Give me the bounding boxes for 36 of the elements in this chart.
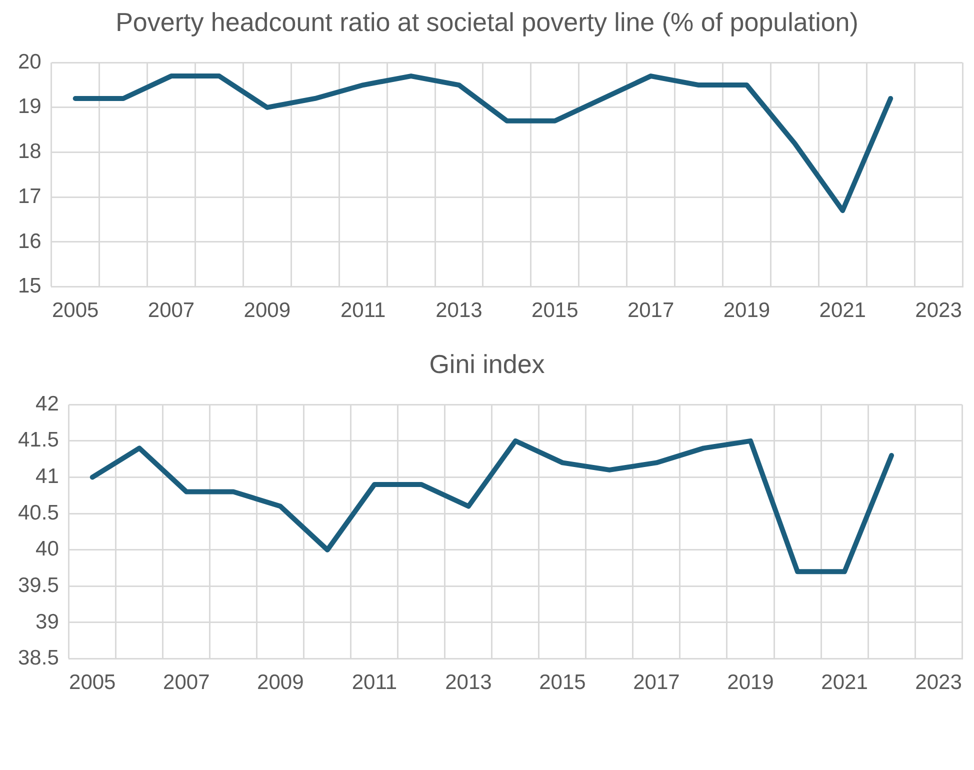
y-tick-label: 39.5 bbox=[18, 574, 59, 597]
chart-title: Gini index bbox=[428, 348, 546, 381]
x-tick-label: 2007 bbox=[163, 671, 210, 694]
x-tick-label: 2023 bbox=[915, 671, 962, 694]
x-tick-label: 2013 bbox=[445, 671, 492, 694]
y-tick-label: 40 bbox=[36, 538, 59, 561]
y-tick-label: 41.5 bbox=[18, 428, 59, 452]
y-tick-label: 20 bbox=[18, 50, 42, 74]
y-tick-label: 17 bbox=[18, 184, 42, 208]
x-tick-label: 2005 bbox=[69, 671, 116, 694]
y-tick-label: 18 bbox=[18, 140, 42, 164]
x-tick-label: 2017 bbox=[627, 299, 674, 322]
x-tick-label: 2011 bbox=[352, 671, 398, 694]
x-tick-label: 2009 bbox=[244, 299, 291, 322]
x-tick-label: 2017 bbox=[633, 671, 680, 694]
x-tick-label: 2005 bbox=[52, 299, 99, 322]
y-tick-label: 15 bbox=[18, 274, 42, 298]
x-tick-label: 2023 bbox=[915, 299, 962, 322]
x-tick-label: 2015 bbox=[532, 299, 578, 322]
y-tick-label: 42 bbox=[36, 392, 59, 416]
y-tick-label: 41 bbox=[36, 465, 59, 488]
x-tick-label: 2015 bbox=[539, 671, 586, 694]
x-tick-label: 2021 bbox=[821, 671, 868, 694]
y-tick-label: 38.5 bbox=[18, 646, 59, 670]
x-tick-label: 2021 bbox=[819, 299, 866, 322]
x-tick-label: 2019 bbox=[723, 299, 770, 322]
x-tick-label: 2011 bbox=[340, 299, 386, 322]
chart-title: Poverty headcount ratio at societal poverty line (% of population) bbox=[114, 6, 860, 39]
x-tick-label: 2009 bbox=[257, 671, 304, 694]
y-tick-label: 40.5 bbox=[18, 501, 59, 524]
y-tick-label: 16 bbox=[18, 230, 42, 253]
y-tick-label: 39 bbox=[36, 610, 59, 634]
x-tick-label: 2007 bbox=[148, 299, 195, 322]
x-tick-label: 2019 bbox=[727, 671, 774, 694]
y-tick-label: 19 bbox=[18, 95, 42, 118]
x-tick-label: 2013 bbox=[436, 299, 482, 322]
